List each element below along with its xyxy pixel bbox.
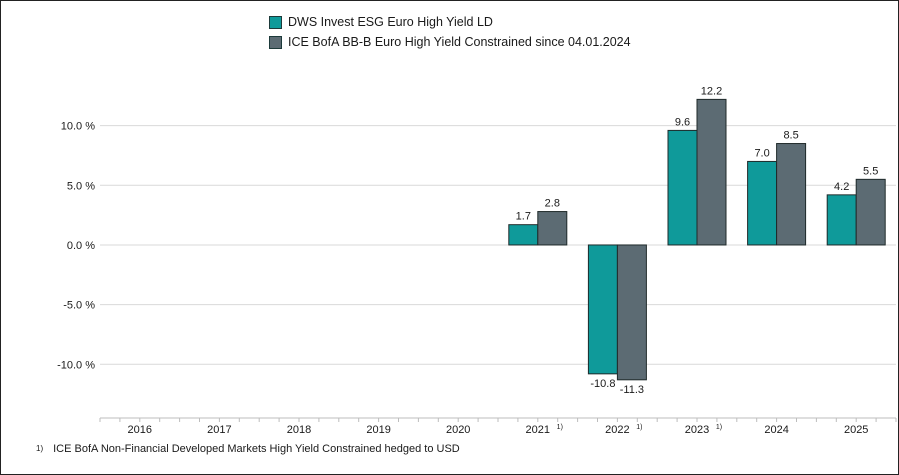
bar (537, 211, 568, 246)
x-tick-footnote-marker: 1) (636, 424, 642, 431)
legend-entry-benchmark: ICE BofA BB-B Euro High Yield Constraine… (269, 32, 631, 52)
x-tick-label: 2016 (128, 424, 152, 436)
x-tick-label: 2025 (844, 424, 868, 436)
legend-label-benchmark: ICE BofA BB-B Euro High Yield Constraine… (288, 35, 631, 49)
x-tick-label: 2020 (446, 424, 470, 436)
legend-swatch-benchmark (269, 35, 282, 49)
legend-label-fund: DWS Invest ESG Euro High Yield LD (288, 15, 493, 29)
data-label: 5.5 (863, 165, 878, 177)
bar (855, 178, 886, 246)
y-tick-label: -5.0 % (63, 300, 95, 312)
x-tick-label: 2023 (685, 424, 709, 436)
bar (826, 194, 857, 246)
x-tick-label: 2019 (366, 424, 390, 436)
data-label: -11.3 (620, 384, 644, 396)
x-tick-label: 2017 (207, 424, 231, 436)
y-tick-label: 5.0 % (67, 180, 95, 192)
legend-entry-fund: DWS Invest ESG Euro High Yield LD (269, 12, 631, 32)
y-tick-label: -10.0 % (57, 359, 95, 371)
footnote-text: ICE BofA Non-Financial Developed Markets… (53, 443, 460, 455)
x-tick-label: 2022 (605, 424, 629, 436)
bar (587, 244, 618, 375)
x-tick-footnote-marker: 1) (716, 424, 722, 431)
footnote-marker: 1) (36, 444, 44, 453)
bar (776, 143, 807, 246)
data-label: -10.8 (590, 378, 615, 390)
data-label: 9.6 (675, 116, 690, 128)
bar (696, 98, 727, 246)
data-label: 4.2 (834, 181, 849, 193)
data-label: 8.5 (783, 130, 798, 142)
x-tick-label: 2018 (287, 424, 311, 436)
data-label: 12.2 (701, 85, 722, 97)
footnote: 1) ICE BofA Non-Financial Developed Mark… (36, 443, 460, 455)
x-tick-label: 2024 (764, 424, 788, 436)
y-tick-label: 10.0 % (61, 121, 95, 133)
legend-swatch-fund (269, 15, 282, 29)
data-label: 2.8 (545, 198, 560, 210)
data-label: 7.0 (754, 147, 769, 159)
x-tick-label: 2021 (526, 424, 550, 436)
legend: DWS Invest ESG Euro High Yield LD ICE Bo… (269, 12, 631, 52)
bar (508, 224, 539, 246)
bar (747, 160, 778, 246)
data-label: 1.7 (516, 211, 531, 223)
bar (667, 129, 698, 246)
bar (616, 244, 647, 381)
y-tick-label: 0.0 % (67, 240, 95, 252)
x-tick-footnote-marker: 1) (557, 424, 563, 431)
